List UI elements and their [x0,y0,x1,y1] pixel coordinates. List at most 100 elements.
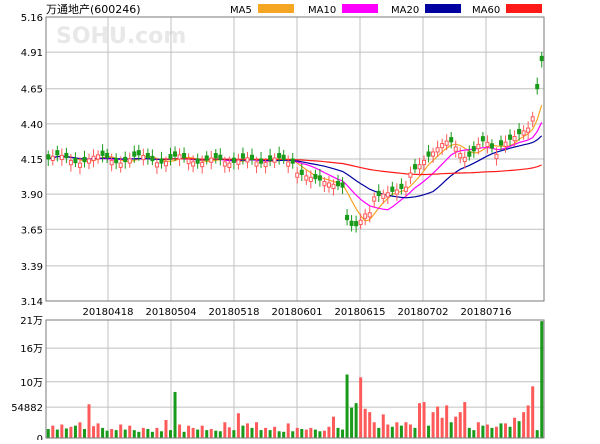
candle-body [317,175,322,181]
candle-body [530,116,535,122]
volume-bar [291,431,295,438]
candle-body [277,153,282,159]
candle-body [218,154,223,160]
chart-title: 万通地产(600246) [46,2,141,16]
candle [123,151,128,169]
candle-body [345,214,350,221]
candle-body [213,153,218,159]
volume-bar [282,431,286,438]
candle-body [363,213,368,219]
volume-bar [463,402,467,438]
candle [444,134,449,151]
candle [354,215,359,233]
candle [263,157,268,174]
volume-bar [531,386,535,438]
volume-bar [372,422,376,438]
candle-body [249,154,254,160]
candle [308,170,313,189]
volume-bar [82,429,86,438]
candle-body [489,143,494,149]
volume-bar [214,430,218,438]
volume-bar [336,427,340,438]
candle [127,152,132,168]
candle [168,147,173,166]
candle [440,138,445,155]
volume-bar [255,422,259,438]
candle [173,146,178,162]
candle-body [173,151,178,157]
price-y-axis: 5.16 4.91 4.65 4.40 4.15 3.90 3.65 3.39 3.14 [21,13,43,308]
price-frame [45,16,545,302]
volume-bar [395,422,399,438]
candle-body [340,182,345,188]
candle [535,77,540,95]
candle-body [440,143,445,149]
candle [186,153,191,171]
candle-body [154,162,159,168]
candle-body [114,157,119,164]
candle-body [64,152,69,159]
candle [326,175,331,193]
candle-body [268,155,273,161]
candle-body [209,157,214,163]
volume-bar [418,403,421,438]
volume-bar [313,429,317,438]
candle-body [46,154,51,160]
candle-body [227,162,232,168]
volume-bar [422,402,426,438]
candle [485,135,490,154]
candle [512,130,517,146]
volume-bar [322,430,326,438]
volume-bar [141,427,145,438]
volume-bar [508,426,512,438]
date-tick-label: 20180504 [146,307,197,318]
volume-bar [223,422,227,438]
candle-body [521,130,526,136]
candle-body [354,221,359,227]
volume-bar [413,427,417,438]
date-tick-label: 20180418 [83,307,134,318]
candle-body [308,176,313,182]
candle [177,148,182,167]
candle [105,148,110,163]
candle-body [109,160,114,166]
price-tick-label: 3.14 [21,297,43,308]
volume-bar [114,430,118,438]
candle [64,147,69,164]
candle [422,155,427,171]
candle-body [385,192,390,198]
volume-bar [277,431,281,438]
volume-bar [187,425,191,438]
candle-body [399,183,404,190]
candle-body [498,140,503,146]
candle-body [259,158,264,164]
candle [476,137,481,155]
candle-body [444,140,449,146]
candle-body [96,154,101,160]
candle-body [322,180,327,187]
candle [412,158,417,174]
candle [471,141,476,158]
price-tick-label: 3.65 [21,225,43,236]
candle-body [236,159,241,165]
candle [236,153,241,170]
candle [59,148,64,166]
candle-body [127,158,132,164]
date-tick-label: 20180601 [272,307,323,318]
candle [453,140,458,158]
candle-body [299,169,304,175]
candle [132,145,137,163]
volume-bar [431,412,435,438]
legend-item-ma20: MA20 [391,4,461,16]
candle-body [480,136,485,142]
candle-body [87,158,92,164]
candle [530,111,535,128]
volume-bar [368,412,372,438]
candle-body [408,172,413,178]
candle [399,178,404,195]
candle-body [422,159,427,166]
date-tick-label: 20180518 [209,307,260,318]
volume-bar [232,430,236,438]
candle-body [204,155,209,161]
candle [376,184,381,203]
